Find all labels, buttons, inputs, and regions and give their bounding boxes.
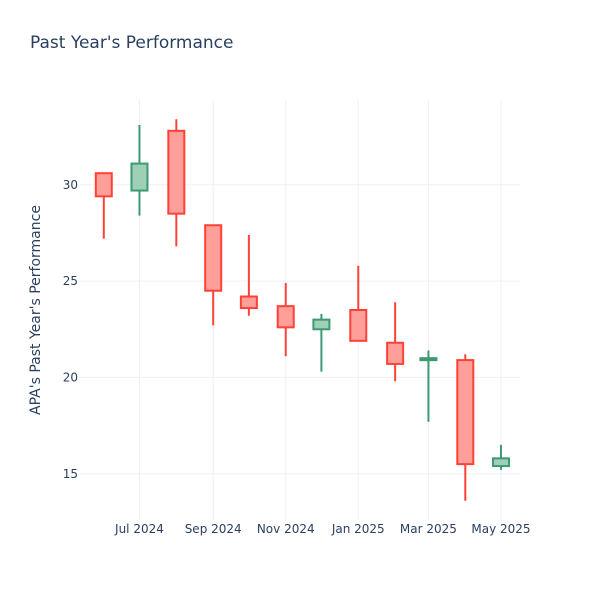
candle-body	[276, 305, 295, 329]
candle-decreasing	[167, 119, 186, 247]
candle-body	[239, 295, 258, 310]
candle-decreasing	[94, 172, 113, 239]
candle-increasing	[491, 444, 510, 470]
candle-body	[204, 224, 223, 292]
candle-decreasing	[349, 265, 368, 342]
x-tick-label: May 2025	[471, 522, 530, 536]
y-tick-label: 15	[63, 467, 78, 481]
candle-body	[167, 129, 186, 215]
candle-decreasing	[386, 302, 405, 382]
grid-layer	[80, 100, 520, 520]
candle-body	[491, 457, 510, 468]
x-tick-label: Jan 2025	[331, 522, 385, 536]
y-tick-label: 20	[63, 370, 78, 384]
candle-increasing	[130, 125, 149, 216]
y-axis-title: APA's Past Year's Performance	[28, 205, 44, 415]
candles-layer	[94, 119, 510, 501]
candle-decreasing	[276, 283, 295, 357]
candle-body	[130, 162, 149, 192]
candle-decreasing	[239, 234, 258, 316]
y-tick-label: 30	[63, 178, 78, 192]
x-tick-label: Mar 2025	[400, 522, 457, 536]
x-tick-label: Nov 2024	[257, 522, 315, 536]
candle-decreasing	[456, 354, 475, 501]
candle-decreasing	[204, 224, 223, 326]
candle-body	[312, 318, 331, 331]
candle-body	[419, 357, 438, 362]
candle-body	[349, 309, 368, 342]
candle-increasing	[312, 313, 331, 372]
x-axis-ticks: Jul 2024 Sep 2024 Nov 2024 Jan 2025 Mar 2025…	[114, 522, 531, 536]
y-tick-label: 25	[63, 274, 78, 288]
x-tick-label: Jul 2024	[114, 522, 164, 536]
candle-body	[94, 172, 113, 198]
candle-body	[456, 359, 475, 466]
chart-title: Past Year's Performance	[30, 33, 234, 53]
y-axis-ticks: 15 20 25 30	[63, 178, 78, 481]
x-tick-label: Sep 2024	[185, 522, 242, 536]
candle-increasing	[419, 350, 438, 422]
candle-body	[386, 341, 405, 365]
